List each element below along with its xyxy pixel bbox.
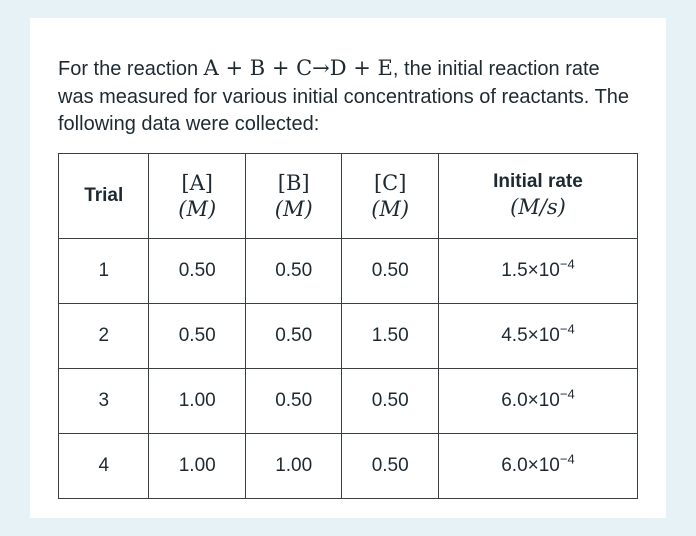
header-initial-rate: Initial rate (M/s) bbox=[437, 152, 639, 239]
rate-base: 6.0×10 bbox=[501, 389, 560, 411]
rate-base: 4.5×10 bbox=[501, 324, 560, 346]
cell-conc-b: 0.50 bbox=[244, 302, 343, 369]
rate-data-table: Trial [A] (M) [B] (M) [C] (M bbox=[57, 152, 639, 499]
cell-initial-rate: 6.0×10−4 bbox=[437, 432, 639, 499]
cell-initial-rate: 4.5×10−4 bbox=[437, 302, 639, 369]
header-conc-c-unit: (M) bbox=[371, 196, 410, 221]
header-conc-c-symbol: [C] bbox=[373, 170, 407, 195]
cell-initial-rate: 6.0×10−4 bbox=[437, 367, 639, 434]
table-row: 4 1.00 1.00 0.50 6.0×10−4 bbox=[57, 432, 639, 499]
rate-exponent: −4 bbox=[559, 256, 575, 272]
header-conc-a-unit: (M) bbox=[178, 196, 217, 221]
table-row: 1 0.50 0.50 0.50 1.5×10−4 bbox=[57, 237, 639, 304]
rate-base: 6.0×10 bbox=[501, 454, 560, 476]
cell-trial: 3 bbox=[57, 367, 150, 434]
problem-text-post: , the initial reaction rate was measured… bbox=[58, 58, 630, 136]
reaction-equation: A + B + C→D + E bbox=[203, 56, 393, 80]
cell-conc-a: 0.50 bbox=[148, 237, 246, 304]
cell-conc-b: 0.50 bbox=[244, 367, 343, 434]
rate-exponent: −4 bbox=[559, 451, 575, 467]
header-conc-b-unit: (M) bbox=[274, 196, 313, 221]
header-conc-a-symbol: [A] bbox=[181, 170, 213, 195]
cell-conc-a: 1.00 bbox=[148, 367, 246, 434]
table-row: 3 1.00 0.50 0.50 6.0×10−4 bbox=[57, 367, 639, 434]
cell-conc-a: 0.50 bbox=[148, 302, 246, 369]
cell-trial: 2 bbox=[57, 302, 150, 369]
problem-statement: For the reaction A + B + C→D + E, the in… bbox=[58, 54, 638, 139]
header-conc-b: [B] (M) bbox=[244, 152, 343, 239]
cell-trial: 1 bbox=[57, 237, 150, 304]
cell-conc-b: 1.00 bbox=[244, 432, 343, 499]
cell-conc-c: 0.50 bbox=[341, 432, 439, 499]
cell-trial: 4 bbox=[57, 432, 150, 499]
header-initial-rate-title: Initial rate bbox=[493, 170, 583, 192]
rate-exponent: −4 bbox=[559, 321, 575, 337]
cell-conc-a: 1.00 bbox=[148, 432, 246, 499]
header-initial-rate-unit: (M/s) bbox=[510, 195, 566, 220]
cell-conc-b: 0.50 bbox=[244, 237, 343, 304]
problem-text-pre: For the reaction bbox=[58, 58, 204, 80]
header-conc-a: [A] (M) bbox=[148, 152, 246, 239]
header-trial: Trial bbox=[57, 152, 150, 239]
header-conc-b-symbol: [B] bbox=[277, 170, 310, 195]
header-conc-c: [C] (M) bbox=[341, 152, 439, 239]
rate-exponent: −4 bbox=[559, 386, 575, 402]
cell-conc-c: 0.50 bbox=[341, 367, 439, 434]
cell-conc-c: 0.50 bbox=[341, 237, 439, 304]
problem-card: For the reaction A + B + C→D + E, the in… bbox=[30, 18, 666, 518]
rate-base: 1.5×10 bbox=[501, 259, 560, 281]
table-row: 2 0.50 0.50 1.50 4.5×10−4 bbox=[57, 302, 639, 369]
table-header-row: Trial [A] (M) [B] (M) [C] (M bbox=[57, 152, 639, 239]
cell-initial-rate: 1.5×10−4 bbox=[437, 237, 639, 304]
cell-conc-c: 1.50 bbox=[341, 302, 439, 369]
